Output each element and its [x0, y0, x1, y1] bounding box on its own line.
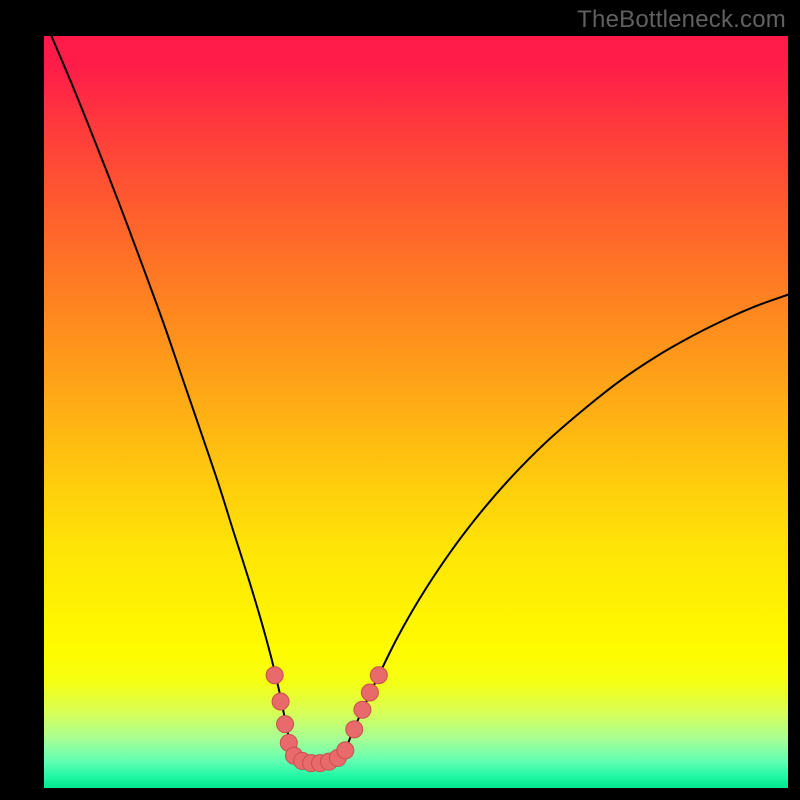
data-marker	[272, 693, 289, 710]
data-marker	[361, 684, 378, 701]
chart-svg	[44, 36, 788, 788]
data-marker	[277, 716, 294, 733]
plot-area	[44, 36, 788, 788]
data-marker	[337, 742, 354, 759]
gradient-background	[44, 36, 788, 788]
watermark-text: TheBottleneck.com	[577, 6, 786, 34]
data-marker	[354, 701, 371, 718]
data-marker	[370, 667, 387, 684]
data-marker	[346, 721, 363, 738]
data-marker	[266, 667, 283, 684]
